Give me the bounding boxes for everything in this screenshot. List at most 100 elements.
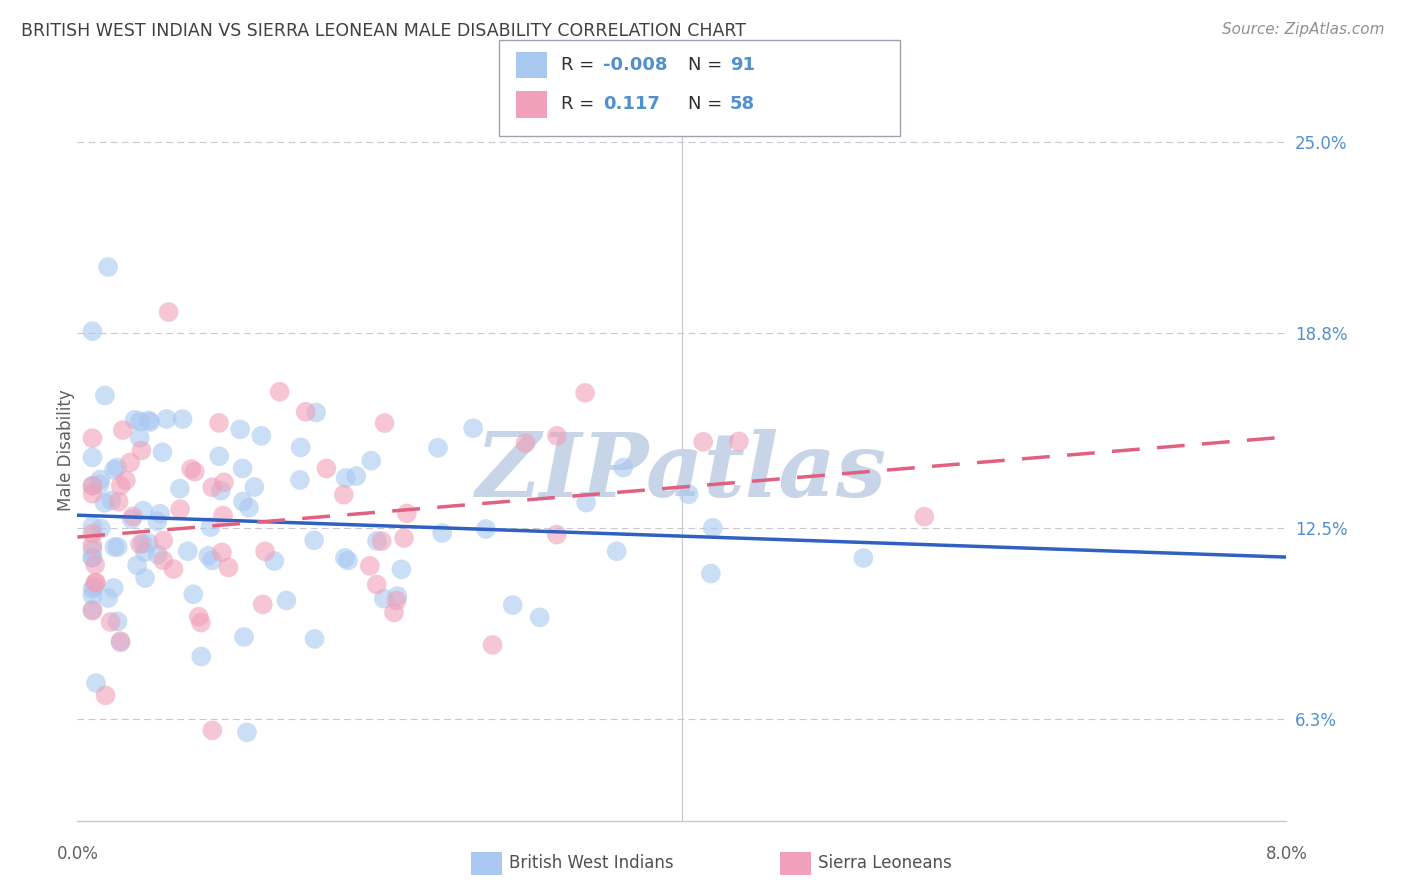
Point	[131, 443, 153, 458]
Point	[110, 479, 132, 493]
Point	[82, 604, 104, 618]
Text: 58: 58	[730, 95, 755, 113]
Point	[111, 423, 134, 437]
Point	[177, 544, 200, 558]
Point	[344, 469, 367, 483]
Point	[82, 478, 104, 492]
Point	[201, 723, 224, 738]
Point	[82, 487, 104, 501]
Point	[115, 474, 138, 488]
Point	[360, 453, 382, 467]
Point	[82, 479, 104, 493]
Point	[107, 540, 129, 554]
Text: 0.117: 0.117	[603, 95, 659, 113]
Point	[912, 509, 935, 524]
Point	[121, 512, 143, 526]
Point	[120, 455, 142, 469]
Point	[82, 450, 104, 465]
Point	[700, 566, 723, 581]
Point	[138, 413, 160, 427]
Point	[389, 562, 412, 576]
Point	[728, 434, 751, 449]
Point	[201, 553, 224, 567]
Point	[93, 496, 115, 510]
Point	[366, 577, 388, 591]
Point	[212, 475, 235, 490]
Point	[233, 630, 256, 644]
Point	[288, 473, 311, 487]
Point	[139, 415, 162, 429]
Point	[138, 536, 160, 550]
Point	[82, 324, 104, 338]
Point	[152, 553, 174, 567]
Point	[232, 494, 254, 508]
Point	[304, 632, 326, 646]
Point	[373, 416, 395, 430]
Point	[238, 500, 260, 515]
Point	[146, 548, 169, 562]
Point	[110, 635, 132, 649]
Point	[82, 550, 104, 565]
Point	[132, 536, 155, 550]
Point	[100, 615, 122, 629]
Point	[366, 533, 388, 548]
Point	[276, 593, 298, 607]
Point	[546, 527, 568, 541]
Point	[387, 589, 409, 603]
Point	[250, 429, 273, 443]
Point	[190, 649, 212, 664]
Point	[336, 553, 359, 567]
Text: BRITISH WEST INDIAN VS SIERRA LEONEAN MALE DISABILITY CORRELATION CHART: BRITISH WEST INDIAN VS SIERRA LEONEAN MA…	[21, 22, 747, 40]
Point	[575, 495, 598, 509]
Text: 91: 91	[730, 56, 755, 74]
Point	[546, 429, 568, 443]
Text: Sierra Leoneans: Sierra Leoneans	[818, 855, 952, 872]
Point	[373, 591, 395, 606]
Point	[82, 538, 104, 552]
Point	[82, 582, 104, 596]
Point	[184, 465, 207, 479]
Point	[149, 507, 172, 521]
Text: N =: N =	[688, 56, 727, 74]
Point	[94, 689, 117, 703]
Point	[692, 434, 714, 449]
Point	[103, 463, 125, 477]
Point	[392, 531, 415, 545]
Point	[232, 461, 254, 475]
Point	[110, 634, 132, 648]
Point	[134, 571, 156, 585]
Point	[190, 615, 212, 630]
Text: R =: R =	[561, 95, 600, 113]
Point	[502, 598, 524, 612]
Point	[187, 609, 209, 624]
Point	[212, 508, 235, 523]
Point	[157, 305, 180, 319]
Point	[382, 606, 405, 620]
Point	[229, 422, 252, 436]
Point	[208, 416, 231, 430]
Point	[82, 588, 104, 602]
Point	[103, 540, 125, 554]
Point	[94, 388, 117, 402]
Point	[172, 412, 194, 426]
Point	[127, 558, 149, 573]
Point	[84, 575, 107, 590]
Point	[152, 445, 174, 459]
Point	[243, 480, 266, 494]
Point	[89, 477, 111, 491]
Point	[294, 405, 316, 419]
Point	[90, 521, 112, 535]
Point	[129, 537, 152, 551]
Point	[208, 450, 231, 464]
Point	[84, 676, 107, 690]
Point	[606, 544, 628, 558]
Point	[332, 488, 354, 502]
Point	[302, 533, 325, 548]
Point	[89, 472, 111, 486]
Point	[269, 384, 291, 399]
Text: 8.0%: 8.0%	[1265, 846, 1308, 863]
Text: R =: R =	[561, 56, 600, 74]
Point	[82, 603, 104, 617]
Point	[152, 533, 174, 548]
Point	[574, 385, 596, 400]
